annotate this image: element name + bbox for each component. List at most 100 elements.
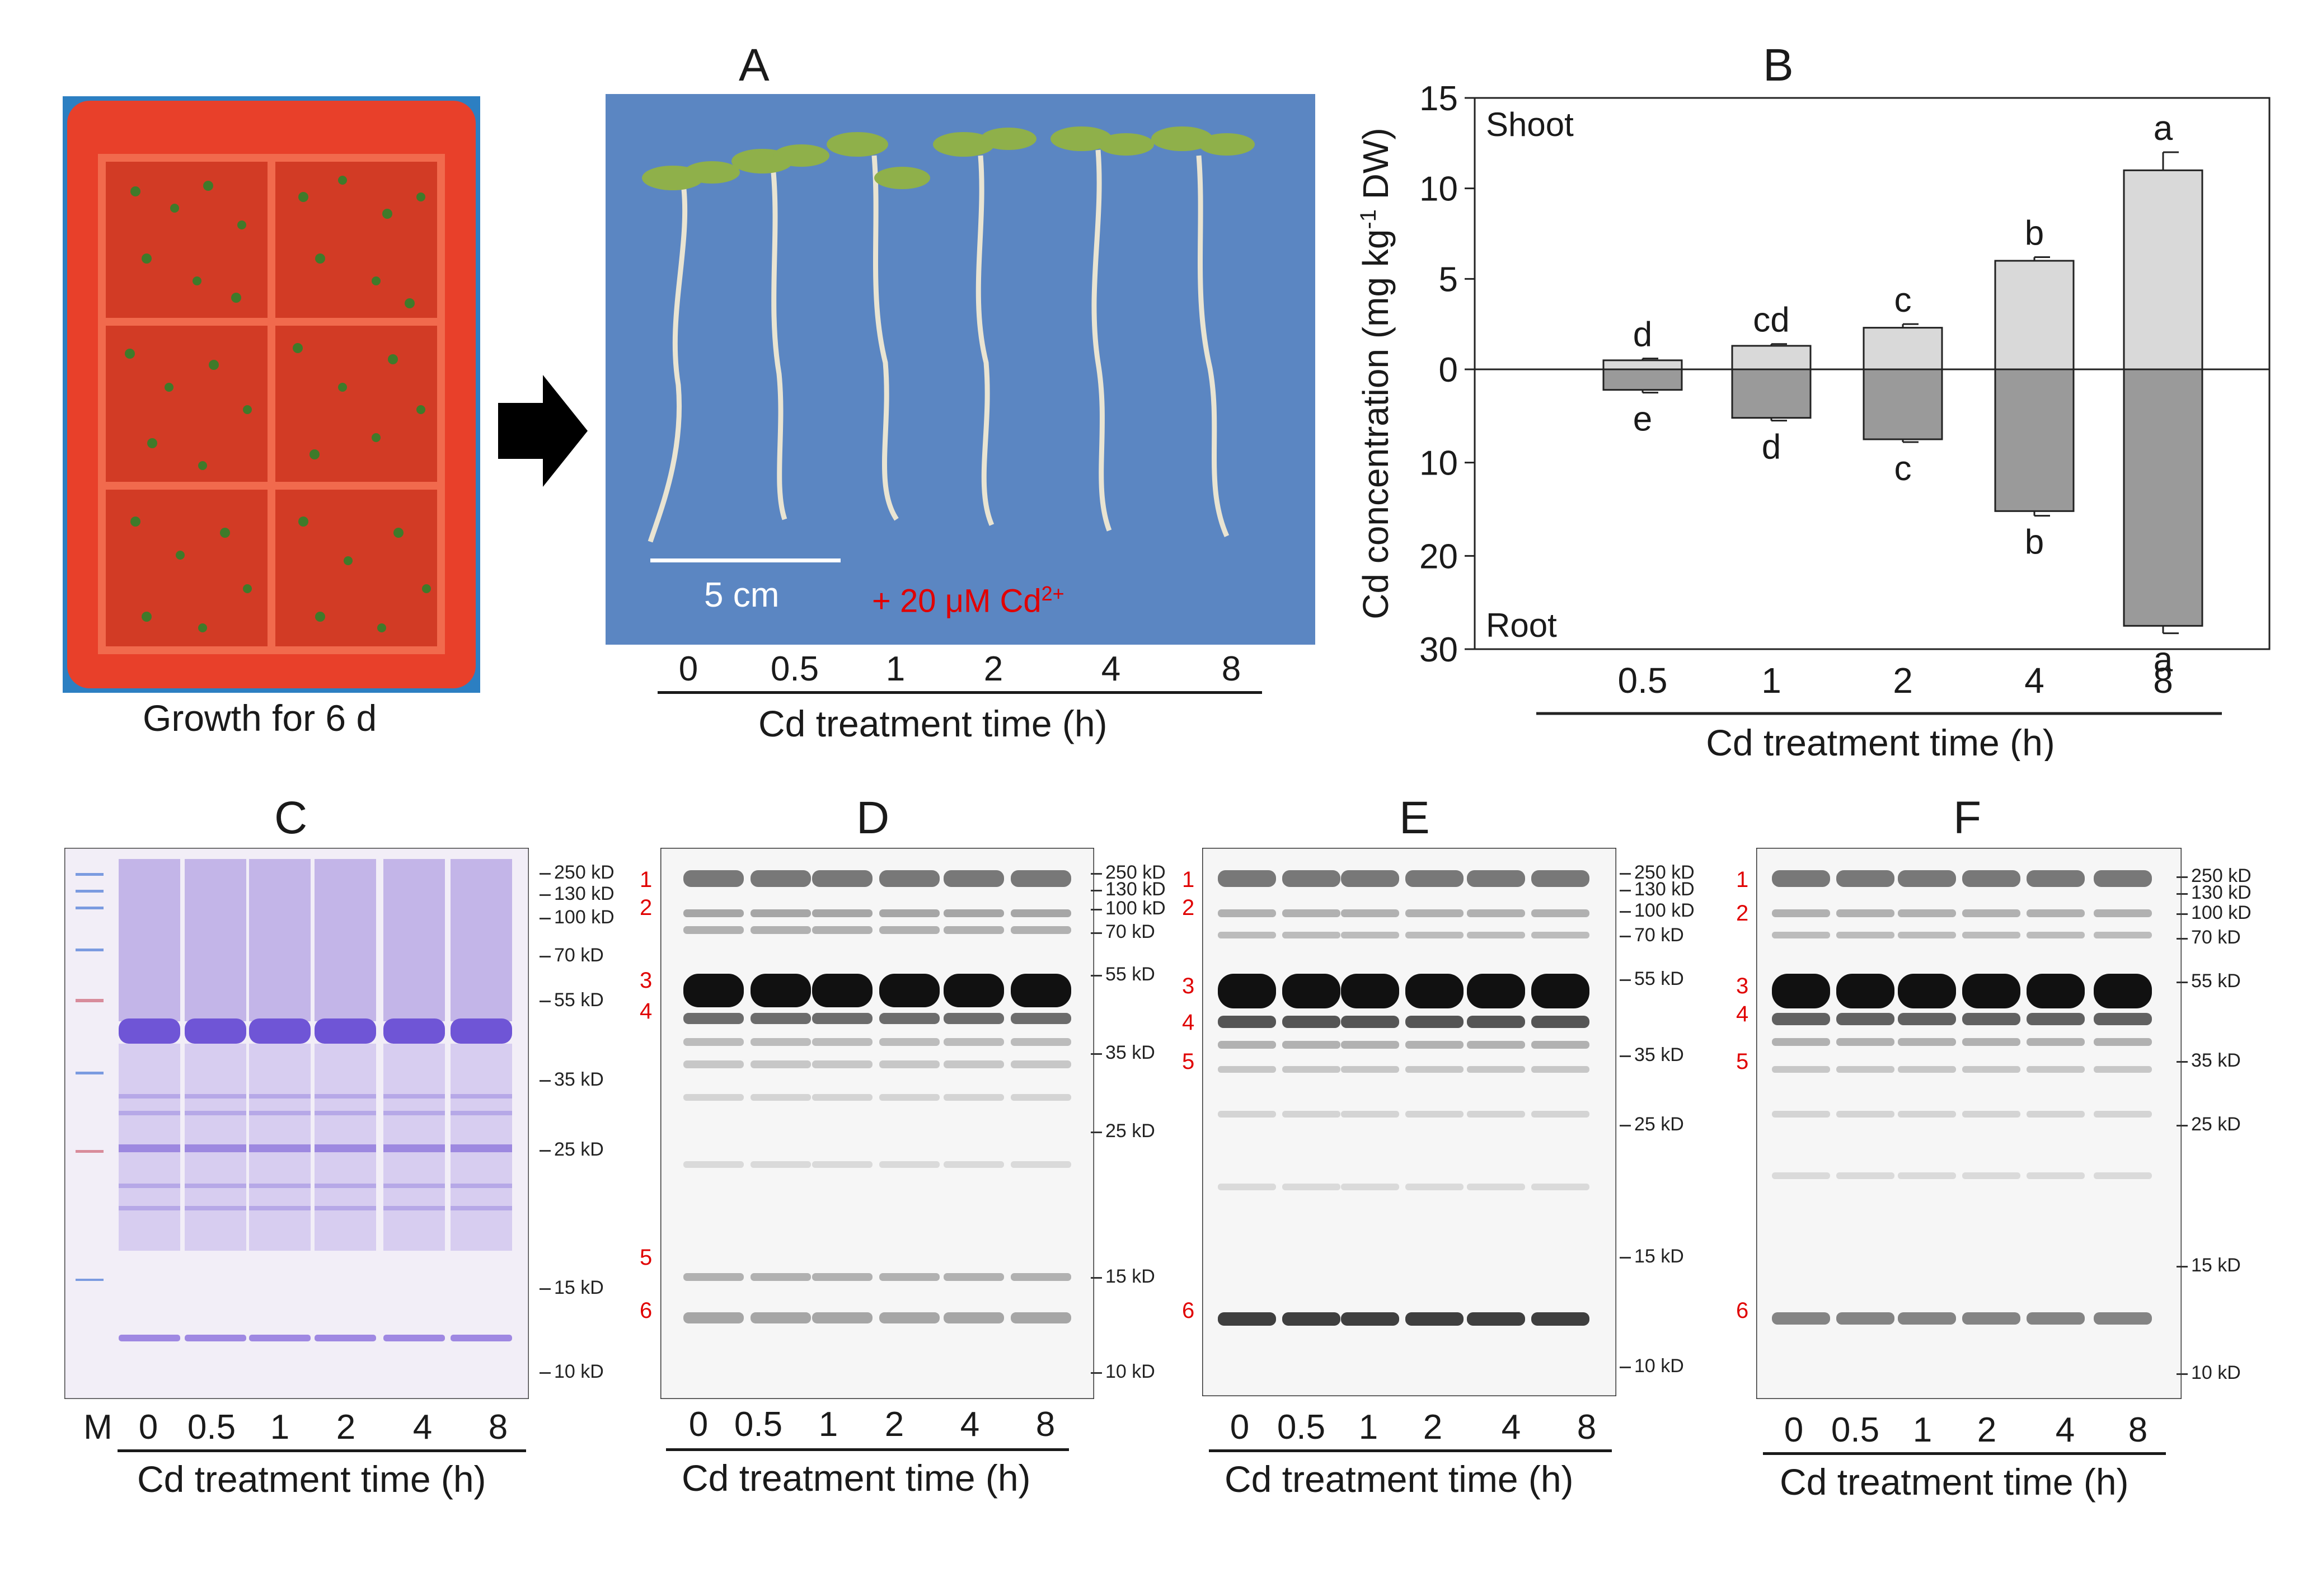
band-number: 5 bbox=[640, 1245, 653, 1270]
marker-label: 130 kD bbox=[1634, 879, 1695, 900]
lane-label: 0 bbox=[138, 1408, 158, 1447]
marker-tick bbox=[540, 1150, 551, 1152]
marker-label: 250 kD bbox=[1634, 862, 1695, 883]
y-tick-label: 5 bbox=[1439, 260, 1458, 299]
y-tick-label: 10 bbox=[1419, 170, 1458, 209]
panel-d-xlabel: Cd treatment time (h) bbox=[682, 1457, 1031, 1499]
y-label-pre: Cd concentration (mg kg bbox=[1356, 229, 1396, 619]
y-label-post: DW) bbox=[1356, 128, 1396, 209]
marker-tick bbox=[1091, 909, 1102, 910]
panel-b-letter: B bbox=[1763, 40, 1794, 91]
lane-label: 8 bbox=[488, 1408, 508, 1447]
marker-label: 25 kD bbox=[1105, 1120, 1155, 1142]
lane-label: 0 bbox=[1784, 1411, 1804, 1449]
marker-label: 35 kD bbox=[1105, 1042, 1155, 1063]
shoot-significance-letter: cd bbox=[1753, 301, 1789, 340]
lane-label: 0 bbox=[1230, 1408, 1250, 1447]
lane-label: 0 bbox=[688, 1405, 709, 1444]
marker-tick bbox=[1620, 979, 1631, 981]
marker-tick bbox=[1620, 1125, 1631, 1126]
lane-label: 0.5 bbox=[1277, 1408, 1326, 1447]
y-tick-label: 15 bbox=[1419, 79, 1458, 118]
lane-label: 2 bbox=[1977, 1411, 1997, 1449]
western-blot-e bbox=[1202, 848, 1616, 1396]
marker-tick bbox=[2177, 1125, 2188, 1126]
root-significance-letter: c bbox=[1894, 449, 1912, 488]
marker-label: 55 kD bbox=[554, 989, 604, 1011]
plot-frame bbox=[1474, 97, 2271, 650]
lane-label: 2 bbox=[1423, 1408, 1443, 1447]
marker-label: 10 kD bbox=[554, 1361, 604, 1382]
lane-label: 1 bbox=[1358, 1408, 1378, 1447]
y-tick-label: 0 bbox=[1439, 351, 1458, 389]
treatment-text: + 20 μM Cd bbox=[872, 583, 1042, 619]
panel-f-letter: F bbox=[1953, 792, 1982, 843]
scale-bar-label: 5 cm bbox=[704, 576, 780, 614]
shoot-label: Shoot bbox=[1486, 106, 1574, 143]
marker-label: 100 kD bbox=[2191, 902, 2252, 923]
tray-photo bbox=[63, 96, 480, 693]
lane-label: 8 bbox=[1221, 650, 1241, 688]
marker-label: 250 kD bbox=[1105, 862, 1166, 883]
root-significance-letter: e bbox=[1633, 400, 1652, 439]
shoot-significance-letter: a bbox=[2154, 109, 2173, 148]
root-significance-letter: b bbox=[2025, 523, 2044, 562]
panel-e-xlabel: Cd treatment time (h) bbox=[1225, 1458, 1574, 1500]
marker-label: 70 kD bbox=[1634, 924, 1684, 946]
marker-label: 35 kD bbox=[2191, 1050, 2241, 1071]
shoot-bar bbox=[1731, 345, 1812, 370]
panel-a-axis-line bbox=[658, 691, 1262, 694]
marker-tick bbox=[2177, 982, 2188, 983]
lane-label: 0.5 bbox=[734, 1405, 783, 1444]
marker-tick bbox=[540, 894, 551, 896]
marker-tick bbox=[1620, 936, 1631, 937]
marker-tick bbox=[1620, 1257, 1631, 1259]
marker-label: 100 kD bbox=[1105, 898, 1166, 919]
panel-f-xlabel: Cd treatment time (h) bbox=[1780, 1461, 2129, 1503]
lane-label: 4 bbox=[960, 1405, 980, 1444]
marker-tick bbox=[1620, 1055, 1631, 1057]
band-number: 6 bbox=[1736, 1298, 1749, 1323]
lane-label: 0.5 bbox=[187, 1408, 236, 1447]
marker-label: 10 kD bbox=[1634, 1355, 1684, 1377]
shoot-bar bbox=[1602, 359, 1683, 370]
marker-label: 130 kD bbox=[1105, 879, 1166, 900]
band-number: 6 bbox=[1182, 1298, 1195, 1323]
band-number: 3 bbox=[640, 968, 653, 993]
marker-label: 25 kD bbox=[554, 1139, 604, 1160]
lane-label: 4 bbox=[1501, 1408, 1521, 1447]
band-number: 3 bbox=[1182, 974, 1195, 998]
marker-tick bbox=[1091, 1053, 1102, 1055]
band-number: 5 bbox=[1736, 1049, 1749, 1074]
lane-label: 0 bbox=[678, 650, 698, 688]
marker-label: 100 kD bbox=[1634, 900, 1695, 921]
marker-tick bbox=[2177, 938, 2188, 940]
marker-tick bbox=[1091, 890, 1102, 891]
root-bar bbox=[1731, 368, 1812, 419]
marker-label: 15 kD bbox=[1634, 1246, 1684, 1267]
seedling-tray-image bbox=[67, 101, 476, 688]
shoot-bar bbox=[1994, 260, 2075, 370]
marker-tick bbox=[540, 1080, 551, 1082]
marker-label: 15 kD bbox=[1105, 1266, 1155, 1287]
marker-label: 130 kD bbox=[2191, 882, 2252, 903]
x-axis-label: Cd treatment time (h) bbox=[1706, 722, 2055, 761]
band-number: 2 bbox=[1182, 895, 1195, 920]
marker-tick bbox=[2177, 1061, 2188, 1063]
x-tick-label: 0.5 bbox=[1618, 660, 1668, 701]
marker-tick bbox=[540, 1001, 551, 1002]
marker-tick bbox=[540, 873, 551, 875]
panel-e-letter: E bbox=[1399, 792, 1430, 843]
panel-a-xlabel: Cd treatment time (h) bbox=[758, 703, 1108, 744]
marker-label: 70 kD bbox=[1105, 921, 1155, 942]
marker-label: 15 kD bbox=[2191, 1255, 2241, 1276]
shoot-significance-letter: b bbox=[2025, 214, 2044, 253]
marker-label: 15 kD bbox=[554, 1277, 604, 1298]
band-number: 4 bbox=[640, 999, 653, 1024]
marker-label: 35 kD bbox=[1634, 1044, 1684, 1065]
marker-label: 100 kD bbox=[554, 907, 615, 928]
x-tick-label: 1 bbox=[1761, 660, 1781, 701]
seedlings-photo bbox=[606, 94, 1315, 645]
marker-tick bbox=[2177, 1266, 2188, 1268]
panel-d-axis-line bbox=[666, 1448, 1069, 1451]
